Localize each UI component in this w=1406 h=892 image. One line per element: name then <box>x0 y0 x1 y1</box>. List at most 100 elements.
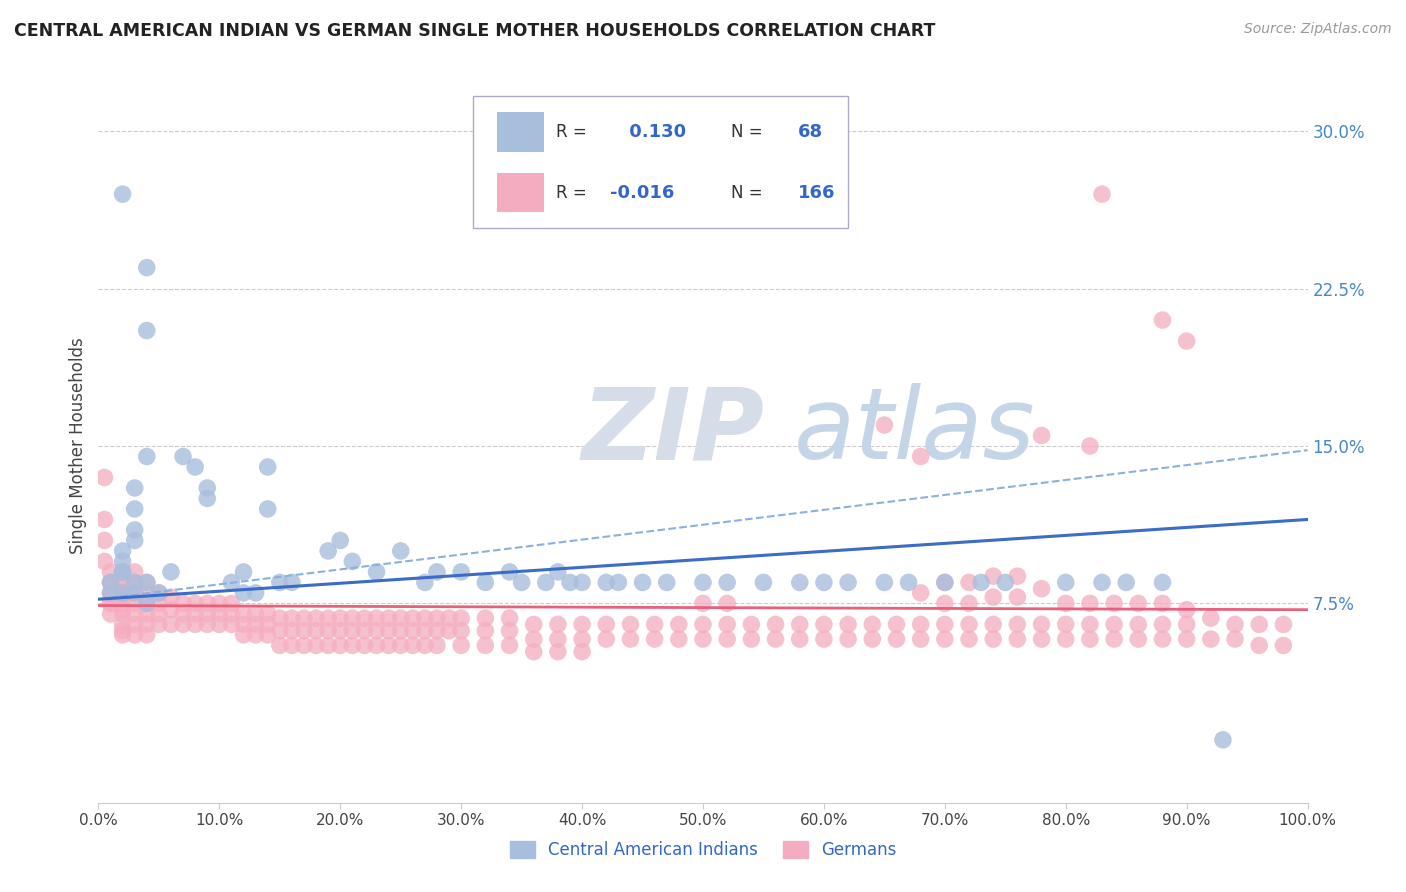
Point <box>534 575 557 590</box>
Point <box>124 575 146 590</box>
Point <box>934 596 956 610</box>
Point <box>366 639 388 653</box>
FancyBboxPatch shape <box>498 173 544 212</box>
Point <box>256 502 278 516</box>
Point <box>111 603 134 617</box>
Point <box>232 628 254 642</box>
Point <box>619 617 641 632</box>
Point <box>160 590 183 604</box>
Point <box>160 617 183 632</box>
Point <box>184 460 207 475</box>
Point <box>172 617 194 632</box>
Point <box>692 617 714 632</box>
Point <box>148 586 170 600</box>
Point <box>413 639 436 653</box>
Point <box>100 596 122 610</box>
Point <box>111 575 134 590</box>
Point <box>195 481 218 495</box>
Point <box>934 632 956 646</box>
Point <box>860 617 883 632</box>
Point <box>111 617 134 632</box>
Point <box>172 596 194 610</box>
Point <box>329 639 352 653</box>
Y-axis label: Single Mother Households: Single Mother Households <box>69 338 87 554</box>
Point <box>547 565 569 579</box>
Legend: Central American Indians, Germans: Central American Indians, Germans <box>503 834 903 866</box>
Point <box>208 596 231 610</box>
Point <box>1078 439 1101 453</box>
Point <box>135 596 157 610</box>
Point <box>100 586 122 600</box>
Point <box>93 533 115 548</box>
Point <box>316 544 339 558</box>
Text: CENTRAL AMERICAN INDIAN VS GERMAN SINGLE MOTHER HOUSEHOLDS CORRELATION CHART: CENTRAL AMERICAN INDIAN VS GERMAN SINGLE… <box>14 22 935 40</box>
Point <box>353 624 375 638</box>
Point <box>957 632 980 646</box>
Point <box>111 596 134 610</box>
Point <box>910 586 932 600</box>
Point <box>221 575 243 590</box>
Text: Source: ZipAtlas.com: Source: ZipAtlas.com <box>1244 22 1392 37</box>
Point <box>135 324 157 338</box>
Point <box>245 617 267 632</box>
Point <box>1152 596 1174 610</box>
Point <box>389 639 412 653</box>
Point <box>195 607 218 621</box>
Point <box>981 632 1004 646</box>
Point <box>970 575 993 590</box>
Point <box>305 611 328 625</box>
Point <box>1102 617 1125 632</box>
Point <box>135 596 157 610</box>
Point <box>765 617 787 632</box>
Point <box>377 611 399 625</box>
Point <box>413 611 436 625</box>
Point <box>910 617 932 632</box>
Point <box>353 639 375 653</box>
Point <box>1128 596 1150 610</box>
Point <box>329 624 352 638</box>
Point <box>1007 617 1029 632</box>
Point <box>1031 617 1053 632</box>
Point <box>221 607 243 621</box>
Point <box>1078 632 1101 646</box>
Point <box>329 533 352 548</box>
Point <box>366 611 388 625</box>
Point <box>256 628 278 642</box>
Point <box>668 632 690 646</box>
Point <box>124 481 146 495</box>
Point <box>1152 313 1174 327</box>
Point <box>860 632 883 646</box>
Point <box>208 607 231 621</box>
Point <box>716 575 738 590</box>
Point <box>523 617 546 632</box>
Point <box>124 586 146 600</box>
Point <box>135 628 157 642</box>
Point <box>886 617 908 632</box>
Point <box>111 586 134 600</box>
Point <box>111 590 134 604</box>
Point <box>437 624 460 638</box>
Point <box>1031 632 1053 646</box>
Point <box>837 617 859 632</box>
Point <box>100 596 122 610</box>
Point <box>1007 569 1029 583</box>
Point <box>342 554 364 568</box>
Point <box>1128 617 1150 632</box>
Point <box>124 533 146 548</box>
Point <box>752 575 775 590</box>
Point <box>1078 596 1101 610</box>
Point <box>184 596 207 610</box>
Point <box>402 624 425 638</box>
Text: R =: R = <box>557 184 592 202</box>
Point <box>93 554 115 568</box>
Point <box>716 632 738 646</box>
Point <box>1115 575 1137 590</box>
Point <box>402 611 425 625</box>
Point <box>111 565 134 579</box>
Point <box>886 632 908 646</box>
Point <box>389 544 412 558</box>
Point <box>342 624 364 638</box>
Point <box>740 617 762 632</box>
Point <box>195 617 218 632</box>
Point <box>342 639 364 653</box>
